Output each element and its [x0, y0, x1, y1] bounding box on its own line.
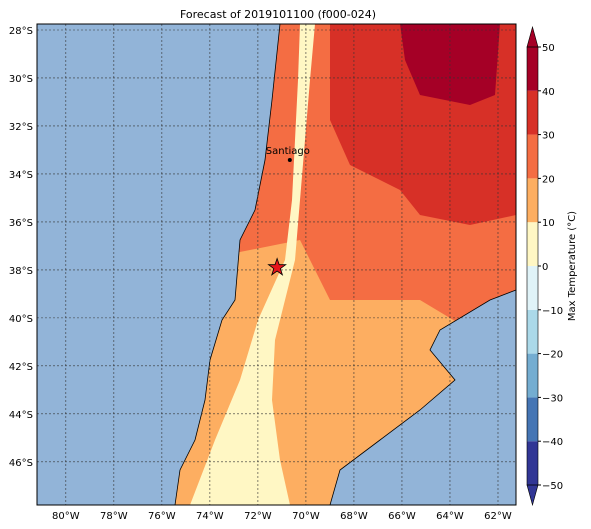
- y-tick-label: 30°S: [9, 74, 33, 85]
- colorbar-tick-label: 0: [542, 262, 548, 273]
- colorbar-segment: [527, 353, 538, 398]
- star-marker: [267, 257, 287, 276]
- x-tick-label: 68°W: [340, 511, 368, 522]
- x-tick-label: 74°W: [196, 511, 224, 522]
- y-tick-label: 36°S: [9, 218, 33, 229]
- city-point: [287, 158, 292, 163]
- colorbar-segment: [527, 90, 538, 135]
- x-tick-label: 72°W: [244, 511, 272, 522]
- colorbar-extend-bottom: [526, 484, 539, 507]
- colorbar-tick-label: −30: [542, 393, 563, 404]
- x-tick-label: 66°W: [388, 511, 416, 522]
- x-tick-label: 64°W: [436, 511, 464, 522]
- colorbar-tick-label: −20: [542, 350, 563, 361]
- y-tick-label: 32°S: [9, 122, 33, 133]
- y-tick-label: 40°S: [9, 314, 33, 325]
- colorbar-segment: [527, 441, 538, 485]
- x-tick-label: 80°W: [52, 511, 80, 522]
- y-tick-label: 46°S: [9, 458, 33, 469]
- y-tick-label: 44°S: [9, 410, 33, 421]
- colorbar-segment: [527, 309, 538, 354]
- x-tick-label: 62°W: [484, 511, 512, 522]
- map-frame: [36, 23, 517, 506]
- colorbar-tick-label: 20: [542, 174, 555, 185]
- colorbar-segment: [527, 47, 538, 91]
- field-0-10: [190, 24, 315, 505]
- y-tick-label: 28°S: [9, 26, 33, 37]
- colorbar-tick-label: 40: [542, 87, 555, 98]
- colorbar-segment: [527, 397, 538, 442]
- colorbar-segment: [527, 178, 538, 223]
- colorbar-tick-label: −40: [542, 437, 563, 448]
- chart-title: Forecast of 2019101100 (f000-024): [180, 8, 376, 21]
- colorbar-extend-top: [526, 25, 539, 48]
- colorbar-tick-label: 10: [542, 218, 555, 229]
- coastline: [174, 23, 517, 506]
- colorbar-segment: [527, 134, 538, 179]
- colorbar-segment: [527, 222, 538, 266]
- y-tick-label: 38°S: [9, 266, 33, 277]
- y-tick-label: 34°S: [9, 170, 33, 181]
- x-tick-label: 70°W: [292, 511, 320, 522]
- colorbar-tick-label: −50: [542, 481, 563, 492]
- grid: [37, 24, 516, 505]
- colorbar-segment: [527, 266, 538, 310]
- colorbar-tick-label: 30: [542, 131, 555, 142]
- colorbar-tick-label: −10: [542, 306, 563, 317]
- colorbar-label: Max Temperature (°C): [567, 211, 578, 321]
- x-tick-label: 78°W: [100, 511, 128, 522]
- colorbar-tick-label: 50: [542, 43, 555, 54]
- y-tick-label: 42°S: [9, 362, 33, 373]
- city-label: Santiago: [266, 146, 310, 157]
- x-tick-label: 76°W: [148, 511, 176, 522]
